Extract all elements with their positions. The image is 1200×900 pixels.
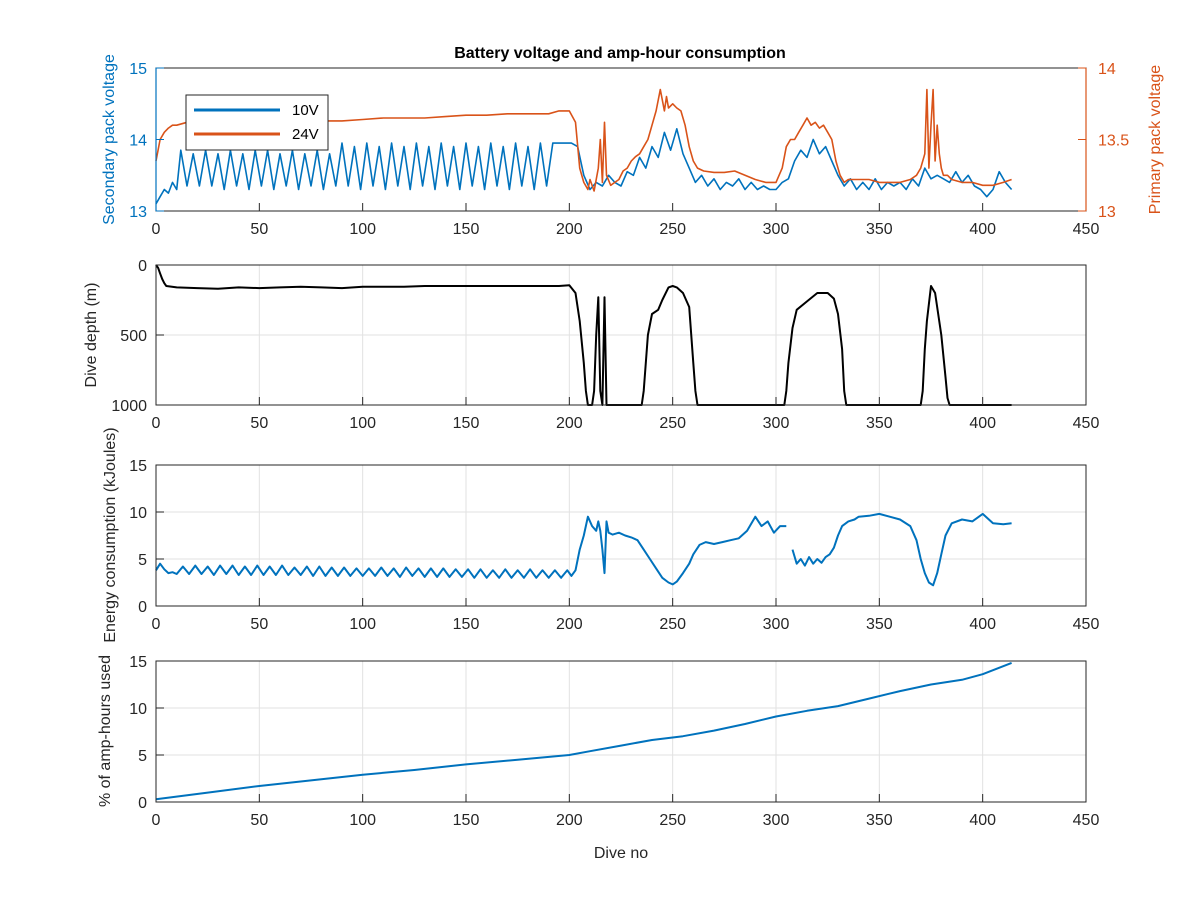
- x-tick-label: 150: [453, 616, 480, 633]
- x-tick-label: 100: [349, 221, 376, 238]
- x-tick-label: 400: [969, 415, 996, 432]
- y-tick-label: 10: [129, 701, 147, 718]
- depth-panel: 0 50 100 150 200 250 300 350 400 450 0 500 1000 Dive…: [83, 258, 1099, 432]
- depth-axis-label: Dive depth (m): [83, 283, 100, 388]
- x-tick-label: 50: [250, 415, 268, 432]
- x-tick-label: 0: [152, 221, 161, 238]
- y-tick-label: 15: [129, 458, 147, 475]
- x-tick-label: 200: [556, 616, 583, 633]
- x-tick-label: 450: [1073, 812, 1100, 829]
- x-tick-label: 50: [250, 812, 268, 829]
- series-line-segment: [155, 515, 787, 586]
- amphours-panel: 0 50 100 150 200 250 300 350 400 450 0 5 10 15 % of a…: [97, 654, 1099, 862]
- x-axis-label: Dive no: [594, 845, 648, 862]
- y-tick-label: 0: [138, 258, 147, 275]
- x-tick-label: 350: [866, 415, 893, 432]
- x-tick-label: 100: [349, 616, 376, 633]
- legend-box: [185, 94, 329, 151]
- x-tick-label: 150: [453, 812, 480, 829]
- series-line-segment: [791, 512, 1012, 587]
- x-tick-label: 200: [556, 221, 583, 238]
- x-tick-label: 350: [866, 616, 893, 633]
- y-tick-label: 500: [120, 328, 147, 345]
- voltage-panel: 0 50 100 150 200 250 300 350 400 4501314151313.51…: [101, 54, 1164, 238]
- x-tick-label: 250: [659, 221, 686, 238]
- right-y-tick-label: 14: [1098, 61, 1116, 78]
- y-tick-label: 10: [129, 505, 147, 522]
- y-tick-label: 15: [129, 61, 147, 78]
- x-tick-label: 0: [152, 616, 161, 633]
- y-tick-label: 5: [138, 552, 147, 569]
- x-tick-label: 400: [969, 616, 996, 633]
- x-tick-label: 400: [969, 221, 996, 238]
- x-tick-label: 200: [556, 415, 583, 432]
- energy-axis-label: Energy consumption (kJoules): [102, 427, 119, 642]
- x-tick-label: 450: [1073, 415, 1100, 432]
- x-tick-label: 100: [349, 415, 376, 432]
- figure-title: Battery voltage and amp-hour consumption: [454, 45, 786, 62]
- x-tick-label: 100: [349, 812, 376, 829]
- x-tick-label: 250: [659, 415, 686, 432]
- y-tick-label: 1000: [111, 398, 147, 415]
- x-tick-label: 150: [453, 221, 480, 238]
- series-line-24V: [155, 88, 1012, 192]
- x-tick-label: 450: [1073, 221, 1100, 238]
- series-line: [155, 661, 1012, 801]
- y-tick-label: 15: [129, 654, 147, 671]
- x-tick-label: 50: [250, 221, 268, 238]
- legend-label-24v: 24V: [292, 126, 319, 143]
- x-tick-label: 0: [152, 415, 161, 432]
- x-tick-label: 300: [763, 812, 790, 829]
- right-y-tick-label: 13: [1098, 204, 1116, 221]
- x-tick-label: 350: [866, 221, 893, 238]
- x-tick-label: 250: [659, 812, 686, 829]
- y-tick-label: 0: [138, 795, 147, 812]
- x-tick-label: 450: [1073, 616, 1100, 633]
- y-tick-label: 5: [138, 748, 147, 765]
- x-tick-label: 350: [866, 812, 893, 829]
- x-tick-label: 250: [659, 616, 686, 633]
- amphours-axis-label: % of amp-hours used: [97, 655, 114, 807]
- amphours-axes-box: [155, 660, 1087, 803]
- x-tick-label: 50: [250, 616, 268, 633]
- legend: 10V 24V: [185, 94, 329, 151]
- energy-panel: 0 50 100 150 200 250 300 350 400 450 0 5 10 15 Energy…: [102, 427, 1099, 642]
- right-y-tick-label: 13.5: [1098, 133, 1129, 150]
- y-tick-label: 14: [129, 133, 147, 150]
- x-tick-label: 400: [969, 812, 996, 829]
- x-tick-label: 300: [763, 616, 790, 633]
- primary-voltage-axis-label: Primary pack voltage: [1147, 65, 1164, 214]
- y-tick-label: 0: [138, 599, 147, 616]
- x-tick-label: 0: [152, 812, 161, 829]
- y-tick-label: 13: [129, 204, 147, 221]
- secondary-voltage-axis-label: Secondary pack voltage: [101, 54, 118, 225]
- x-tick-label: 300: [763, 415, 790, 432]
- legend-label-10v: 10V: [292, 102, 319, 119]
- energy-axes-box: [155, 464, 1087, 607]
- x-tick-label: 150: [453, 415, 480, 432]
- x-tick-label: 300: [763, 221, 790, 238]
- x-tick-label: 200: [556, 812, 583, 829]
